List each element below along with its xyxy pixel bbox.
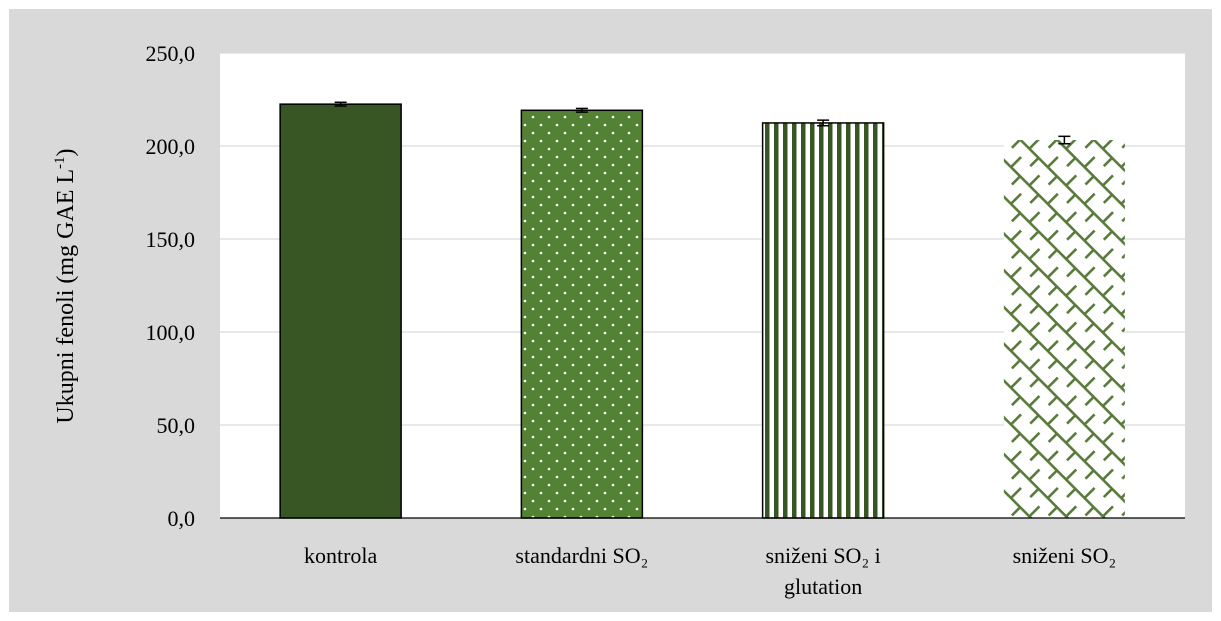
y-tick-label: 50,0 (157, 413, 196, 438)
x-category-label: sniženi SO₂ (1013, 543, 1117, 568)
category-labels: kontrola standardni SO₂ sniženi SO₂ i gluta… (304, 543, 1116, 599)
y-tick-label: 200,0 (146, 134, 196, 159)
y-tick-labels: 0,0 50,0 100,0 150,0 200,0 250,0 (146, 41, 196, 531)
x-category-label: kontrola (304, 543, 378, 568)
y-tick-label: 100,0 (146, 320, 196, 345)
error-bar (575, 107, 588, 113)
bars (279, 101, 1125, 519)
bar (279, 103, 402, 519)
bar-chart: 0,0 50,0 100,0 150,0 200,0 250,0 kontrola stan… (52, 41, 1185, 599)
error-bar (817, 119, 830, 127)
chart-frame: 0,0 50,0 100,0 150,0 200,0 250,0 kontrola stan… (9, 9, 1212, 612)
y-tick-label: 0,0 (168, 506, 196, 531)
x-category-label: standardni SO₂ (515, 543, 648, 568)
y-axis-title: Ukupni fenoli (mg GAE L-1) (52, 148, 79, 423)
error-bar (334, 101, 347, 107)
x-category-label: glutation (784, 574, 862, 599)
bar (1003, 140, 1125, 518)
bar (520, 109, 644, 519)
y-tick-label: 250,0 (146, 41, 196, 66)
bar (761, 122, 885, 519)
y-tick-label: 150,0 (146, 227, 196, 252)
error-bar (1058, 135, 1071, 145)
x-category-label: sniženi SO₂ i (766, 543, 881, 568)
